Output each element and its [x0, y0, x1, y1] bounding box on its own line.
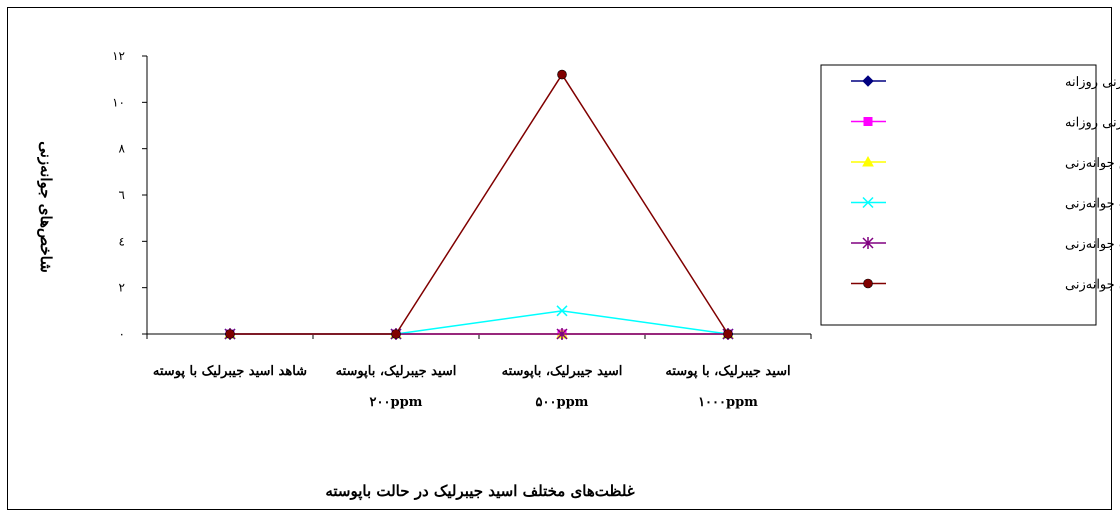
x-tick-label-line: اسید جیبرلیک، باپوسته: [502, 364, 623, 379]
x-tick-label: اسید جیبرلیک، باپوسته ۵۰۰ppm: [502, 364, 623, 410]
chart-title: غلظت‌های مختلف اسید جیبرلیک در حالت باپو…: [325, 482, 634, 501]
legend-box: [820, 64, 1097, 326]
y-tick-label: ۸: [119, 142, 126, 156]
x-tick-label-line: ۱۰۰۰ppm: [698, 395, 758, 410]
legend-swatch-marker: [862, 196, 874, 209]
legend: میانگین جوانه‌زنی روزانه ماکزیمم میانگین …: [820, 64, 1120, 326]
y-tick-label: ۱۰: [112, 95, 125, 109]
legend-label: ماکزیمم میانگین جوانه‌زنی روزانه: [1065, 115, 1120, 131]
legend-swatch-marker: [862, 75, 874, 87]
series-line: [230, 310, 729, 335]
legend-label: سرعت جوانه‌زنی: [1065, 197, 1120, 212]
legend-swatch-marker: [862, 237, 874, 249]
x-tick-label: شاهد اسید جیبرلیک با پوسته: [153, 364, 307, 379]
data-point: [225, 329, 235, 339]
legend-label: میانگین زمان جوانه‌زنی: [1065, 277, 1120, 293]
y-tick-label: ٤: [119, 234, 125, 248]
chart-frame: [7, 7, 1112, 510]
x-tick-label-line: اسید جیبرلیک، باپوسته: [336, 364, 457, 379]
legend-label: قدرت جوانه‌زنی: [1065, 237, 1120, 252]
y-tick-label: ٦: [119, 188, 125, 202]
series-line: [230, 73, 729, 335]
y-tick-label: ۰: [119, 327, 125, 341]
legend-swatch-marker: [862, 155, 874, 167]
y-axis-title: شاخص‌های جوانه‌زنی: [37, 141, 55, 273]
legend-label: میانگین جوانه‌زنی روزانه: [1065, 74, 1120, 90]
data-point: [557, 69, 567, 80]
legend-swatch-marker: [863, 117, 873, 126]
y-tick-label: ۲: [119, 281, 125, 295]
x-tick-label: اسید جیبرلیک، باپوسته ۲۰۰ppm: [336, 364, 457, 410]
plot-area: ۰ ۲ ٤ ٦ ۸ ۱۰ ۱۲ شاهد اسید جیبرلیک با پوسته اسید …: [112, 49, 812, 410]
x-tick-label: اسید جیبرلیک، با پوسته ۱۰۰۰ppm: [665, 364, 790, 410]
legend-swatch-marker: [863, 278, 873, 289]
x-tick-label-line: ۵۰۰ppm: [536, 395, 589, 410]
x-tick-label-line: اسید جیبرلیک، با پوسته: [665, 364, 790, 379]
data-point: [723, 329, 733, 339]
x-tick-label-line: ۲۰۰ppm: [370, 395, 423, 410]
data-point: [556, 328, 568, 340]
y-tick-label: ۱۲: [112, 49, 125, 63]
data-point: [391, 329, 401, 339]
data-point: [556, 305, 568, 317]
x-tick-label-line: شاهد اسید جیبرلیک با پوسته: [153, 364, 307, 379]
legend-label: ارزش جوانه‌زنی: [1065, 156, 1120, 171]
